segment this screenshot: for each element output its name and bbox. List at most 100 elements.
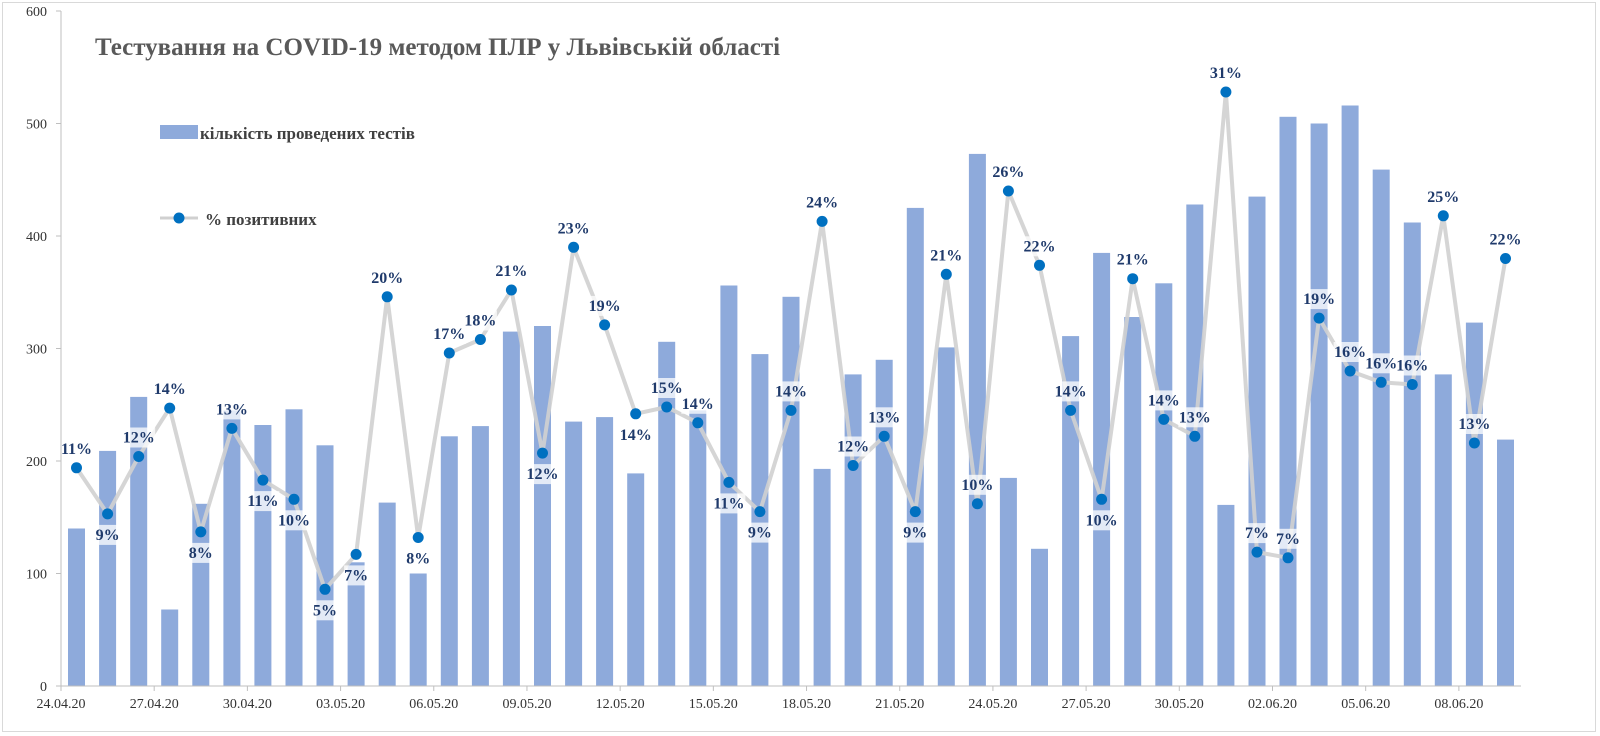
- data-label-06.06.20: 16%: [1396, 358, 1428, 375]
- data-label-bg-22.05.20: [929, 245, 963, 266]
- data-label-20.05.20: 13%: [868, 409, 900, 426]
- point-05.05.20: [412, 532, 424, 543]
- data-label-27.05.20: 10%: [1086, 512, 1118, 529]
- bar-18.05.20: [813, 468, 831, 686]
- bar-03.05.20: [347, 562, 365, 687]
- point-08.06.20: [1468, 437, 1480, 449]
- x-tick-label-18.05.20: 18.05.20: [782, 697, 831, 712]
- data-label-25.05.20: 22%: [1024, 238, 1056, 255]
- x-tick-label-30.04.20: 30.04.20: [223, 697, 272, 712]
- point-30.05.20: [1189, 430, 1201, 442]
- bar-16.05.20: [751, 354, 769, 686]
- x-tick-label-24.04.20: 24.04.20: [37, 697, 86, 712]
- data-label-04.05.20: 20%: [371, 270, 403, 287]
- x-tick-label-03.05.20: 03.05.20: [316, 697, 365, 712]
- y-tick-label-100: 100: [26, 568, 47, 583]
- bar-30.05.20: [1186, 204, 1204, 686]
- bars-layer: [68, 105, 1514, 687]
- legend: кількість проведених тестів % позитивних: [160, 124, 415, 229]
- data-label-bg-05.05.20: [406, 548, 431, 569]
- point-02.05.20: [319, 583, 331, 595]
- bar-05.05.20: [409, 573, 427, 686]
- x-tick-label-24.05.20: 24.05.20: [968, 697, 1017, 712]
- data-label-bg-03.05.20: [344, 565, 369, 586]
- data-label-07.05.20: 18%: [464, 313, 496, 330]
- bar-01.06.20: [1248, 196, 1266, 686]
- data-label-bg-14.05.20: [681, 393, 715, 414]
- point-04.06.20: [1344, 365, 1356, 377]
- data-label-bg-23.05.20: [960, 474, 994, 495]
- legend-label-bars: кількість проведених тестів: [200, 124, 415, 143]
- point-02.06.20: [1282, 552, 1294, 564]
- data-label-28.04.20: 8%: [189, 545, 213, 562]
- data-label-08.06.20: 13%: [1458, 416, 1490, 433]
- point-11.05.20: [599, 319, 611, 331]
- point-01.05.20: [288, 493, 300, 505]
- point-28.05.20: [1127, 273, 1139, 285]
- data-label-08.05.20: 21%: [495, 263, 527, 280]
- x-tick-label-06.05.20: 06.05.20: [409, 697, 458, 712]
- chart-title: Тестування на COVID-19 методом ПЛР у Льв…: [95, 34, 780, 61]
- bar-26.04.20: [130, 396, 148, 686]
- x-tick-label-09.05.20: 09.05.20: [503, 697, 552, 712]
- bar-17.05.20: [782, 296, 800, 687]
- data-label-01.06.20: 7%: [1245, 525, 1269, 542]
- data-label-15.05.20: 11%: [713, 495, 744, 512]
- point-06.05.20: [443, 347, 455, 359]
- data-label-30.04.20: 11%: [247, 493, 278, 510]
- data-label-bg-04.06.20: [1333, 342, 1367, 362]
- bar-28.05.20: [1124, 317, 1142, 686]
- data-label-09.05.20: 12%: [527, 466, 559, 483]
- point-03.06.20: [1313, 312, 1325, 324]
- data-label-01.05.20: 10%: [278, 512, 310, 529]
- data-label-bg-30.05.20: [1178, 407, 1212, 428]
- data-label-05.06.20: 16%: [1365, 355, 1397, 372]
- point-10.05.20: [568, 241, 580, 253]
- data-label-26.05.20: 14%: [1055, 383, 1087, 400]
- bar-08.05.20: [502, 331, 520, 686]
- bar-06.06.20: [1403, 222, 1421, 686]
- point-01.06.20: [1251, 546, 1263, 558]
- data-label-bg-03.06.20: [1302, 289, 1336, 310]
- y-tick-label-200: 200: [26, 455, 47, 470]
- bar-04.06.20: [1341, 105, 1359, 686]
- data-label-bg-01.05.20: [277, 510, 311, 531]
- x-tick-label-27.05.20: 27.05.20: [1062, 697, 1111, 712]
- data-label-bg-09.05.20: [526, 464, 559, 485]
- point-21.05.20: [909, 506, 921, 518]
- point-25.05.20: [1034, 259, 1045, 271]
- data-label-03.06.20: 19%: [1303, 291, 1335, 308]
- data-label-13.05.20: 15%: [651, 380, 683, 397]
- point-13.05.20: [661, 401, 673, 413]
- axes-layer: 0 100 200 300 400 500 600 24.04.20 27.04.20 30.04…: [26, 5, 1521, 712]
- data-label-31.05.20: 31%: [1210, 65, 1242, 82]
- data-label-18.05.20: 24%: [806, 194, 838, 211]
- point-26.05.20: [1065, 404, 1077, 416]
- x-tick-label-27.04.20: 27.04.20: [130, 697, 179, 712]
- data-label-bg-09.06.20: [1489, 229, 1522, 250]
- data-label-bg-16.05.20: [747, 522, 772, 543]
- data-label-bg-29.04.20: [215, 399, 249, 420]
- bar-27.04.20: [161, 609, 179, 686]
- bar-07.06.20: [1434, 374, 1452, 686]
- bar-31.05.20: [1217, 504, 1235, 686]
- point-28.04.20: [195, 526, 207, 538]
- data-label-bg-05.06.20: [1364, 353, 1398, 374]
- data-label-03.05.20: 7%: [344, 567, 368, 584]
- data-label-bg-15.05.20: [712, 493, 746, 514]
- bar-08.06.20: [1465, 322, 1483, 686]
- data-label-bg-12.05.20: [619, 424, 653, 445]
- data-label-bg-06.06.20: [1395, 355, 1429, 376]
- data-label-bg-28.05.20: [1116, 249, 1150, 270]
- point-05.06.20: [1375, 376, 1387, 388]
- data-label-bg-18.05.20: [805, 192, 839, 213]
- legend-swatch-bars: [160, 125, 198, 139]
- data-label-14.05.20: 14%: [682, 396, 714, 413]
- point-15.05.20: [723, 476, 735, 488]
- bar-09.06.20: [1497, 439, 1514, 686]
- point-27.04.20: [164, 402, 176, 414]
- data-label-bg-02.06.20: [1276, 528, 1300, 549]
- data-label-bg-17.05.20: [774, 381, 808, 402]
- data-label-bg-08.06.20: [1457, 414, 1491, 434]
- bar-25.05.20: [1031, 548, 1048, 687]
